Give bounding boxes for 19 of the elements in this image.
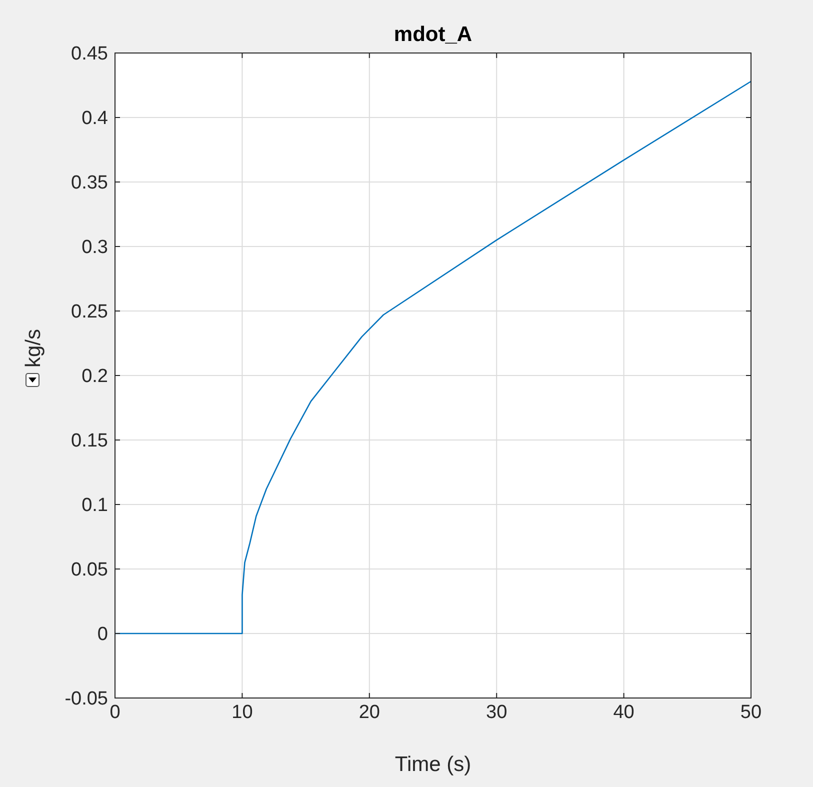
x-tick-label: 10 [232,702,253,723]
chart-title: mdot_A [394,23,472,46]
y-tick-label: 0.4 [82,108,108,130]
x-axis-title: Time (s) [394,753,472,776]
y-tick-label: 0.1 [82,495,108,516]
y-tick-label: 0 [97,624,108,646]
y-tick-label: 0.05 [71,560,108,581]
y-axis-title: kg/s [22,328,45,368]
x-tick-label: 30 [486,702,508,723]
x-tick-label: 20 [358,702,380,723]
y-tick-label: 0.35 [71,172,108,194]
x-tick-label: 40 [613,702,634,723]
x-tick-label: 50 [740,702,762,723]
y-tick-label: 0.25 [71,302,108,323]
y-tick-label: -0.05 [64,688,108,710]
y-tick-label: 0.3 [82,237,108,258]
y-tick-label: 0.2 [82,366,108,388]
y-tick-label: 0.45 [71,44,108,65]
y-tick-label: 0.15 [71,430,108,452]
